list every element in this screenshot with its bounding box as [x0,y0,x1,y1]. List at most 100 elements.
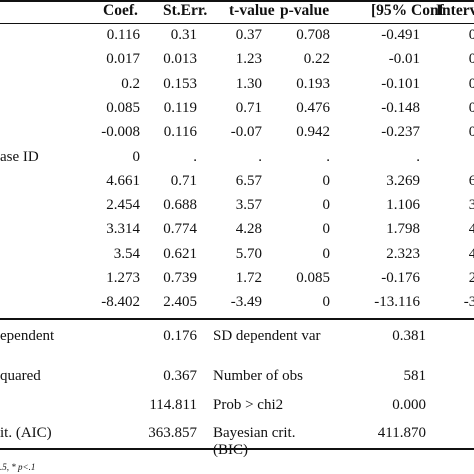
stat-left-value: 0.367 [163,368,197,384]
stat-right-label: Number of obs [213,368,303,384]
cell-sterr: 0.71 [170,173,197,189]
stat-right-value: 0.000 [392,397,426,413]
cell-tval: 6.57 [235,173,262,189]
cell-ci_low: -0.148 [381,100,420,116]
cell-pval: 0 [322,246,331,262]
cell-coef: 3.314 [106,221,140,237]
cell-tval: . [258,149,262,165]
cell-ci_high: 0. [468,100,474,116]
body-bottom-rule [0,318,474,320]
cell-tval: -3.49 [230,294,262,310]
cell-tval: 4.28 [235,221,262,237]
cell-ci_low: -0.176 [381,270,420,286]
cell-sterr: 0.621 [163,246,197,262]
cell-ci_high: 2. [468,270,474,286]
stat-right-value: 411.870 [377,425,426,441]
cell-coef: 4.661 [106,173,140,189]
stat-right-value: 0.381 [392,328,426,344]
stat-right-value: 581 [403,368,427,384]
cell-coef: 0.017 [106,51,140,67]
stat-left-label: ependent [0,328,55,344]
cell-ci_high: 4. [468,221,474,237]
stat-right-label: Prob > chi2 [213,397,284,413]
cell-coef: 1.273 [106,270,140,286]
column-header-ci_low: [95% Conf [371,2,444,19]
cell-pval: 0 [322,294,331,310]
cell-ci_high: 4. [468,246,474,262]
column-header-sterr: St.Err. [163,2,208,19]
cell-tval: 1.72 [235,270,262,286]
cell-coef: -0.008 [101,124,140,140]
cell-sterr: 0.688 [163,197,197,213]
cell-pval: 0.193 [296,76,330,92]
cell-tval: -0.07 [230,124,262,140]
table-bottom-rule [0,448,474,450]
cell-pval: 0 [322,221,331,237]
cell-pval: 0.476 [296,100,330,116]
column-header-coef: Coef. [103,2,138,19]
stat-right-label: SD dependent var [213,328,321,344]
stat-left-value: 114.811 [149,397,197,413]
cell-sterr: 2.405 [163,294,197,310]
cell-ci_low: . [416,149,420,165]
cell-coef: 3.54 [113,246,140,262]
cell-ci_low: 3.269 [386,173,420,189]
cell-sterr: 0.119 [163,100,197,116]
cell-sterr: 0.153 [163,76,197,92]
cell-ci_low: 1.106 [386,197,420,213]
cell-sterr: 0.31 [170,27,197,43]
cell-sterr: 0.013 [163,51,197,67]
cell-ci_high: 0. [468,27,474,43]
cell-label: ase ID [0,149,39,165]
cell-pval: 0.942 [296,124,330,140]
header-rule [0,23,474,24]
cell-ci_low: 1.798 [386,221,420,237]
cell-coef: -8.402 [101,294,140,310]
cell-pval: . [326,149,330,165]
cell-ci_low: 2.323 [386,246,420,262]
cell-ci_low: -0.101 [381,76,420,92]
cell-tval: 0.71 [235,100,262,116]
cell-sterr: . [193,149,197,165]
top-rule [0,0,474,2]
stat-left-label: quared [0,368,41,384]
cell-pval: 0 [322,197,331,213]
stat-left-value: 363.857 [148,425,197,441]
cell-pval: 0.085 [296,270,330,286]
stat-right-label: Bayesian crit. [213,425,296,441]
column-header-pval: p-value [280,2,330,19]
column-header-tval: t-value [229,2,275,19]
cell-coef: 2.454 [106,197,140,213]
cell-tval: 1.23 [235,51,262,67]
cell-tval: 5.70 [235,246,262,262]
cell-ci_low: -0.01 [388,51,420,67]
cell-ci_high: -3. [463,294,474,310]
column-header-ci_high: Interv [436,2,474,19]
cell-sterr: 0.739 [163,270,197,286]
cell-pval: 0.708 [296,27,330,43]
cell-sterr: 0.774 [163,221,197,237]
cell-coef: 0.2 [121,76,140,92]
cell-pval: 0 [322,173,331,189]
stat-left-label: it. (AIC) [0,425,52,441]
cell-sterr: 0.116 [163,124,197,140]
cell-tval: 3.57 [235,197,262,213]
cell-ci_low: -0.237 [381,124,420,140]
cell-ci_high: 6. [468,173,474,189]
cell-ci_low: -13.116 [374,294,420,310]
stat-left-value: 0.176 [163,328,197,344]
cell-coef: 0 [132,149,141,165]
cell-coef: 0.116 [106,27,140,43]
cell-ci_high: 0. [468,124,474,140]
cell-coef: 0.085 [106,100,140,116]
cell-ci_low: -0.491 [381,27,420,43]
significance-footnote: .5, * p<.1 [0,462,36,472]
cell-pval: 0.22 [303,51,330,67]
cell-tval: 0.37 [235,27,262,43]
cell-ci_high: 0. [468,76,474,92]
cell-tval: 1.30 [235,76,262,92]
cell-ci_high: 0. [468,51,474,67]
cell-ci_high: 3. [468,197,474,213]
stat-right-label-2: (BIC) [213,442,248,458]
